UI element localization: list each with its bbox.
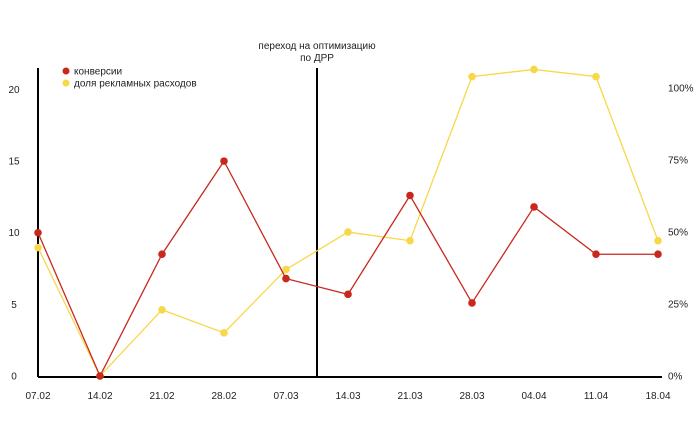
data-point-conversions bbox=[406, 191, 414, 200]
x-tick-label: 28.02 bbox=[211, 391, 236, 402]
data-point-ad-share bbox=[468, 72, 476, 81]
data-point-conversions bbox=[220, 157, 228, 165]
right-tick-label: 100% bbox=[668, 84, 694, 95]
x-tick-label: 04.04 bbox=[521, 391, 546, 402]
data-point-ad-share bbox=[530, 65, 538, 74]
data-point-conversions bbox=[96, 372, 104, 380]
left-tick-label: 5 bbox=[11, 300, 17, 311]
x-tick-label: 07.02 bbox=[25, 391, 50, 402]
legend-label-ad-share: доля рекламных расходов bbox=[74, 79, 197, 90]
data-point-conversions bbox=[34, 228, 42, 237]
legend: конверсии доля рекламных расходов bbox=[62, 67, 197, 90]
right-tick-label: 75% bbox=[668, 156, 688, 167]
data-point-conversions bbox=[344, 290, 352, 299]
data-point-conversions bbox=[468, 299, 476, 307]
data-point-conversions bbox=[592, 250, 600, 259]
annotation-line1: переход на оптимизацию bbox=[258, 41, 376, 52]
data-point-ad-share bbox=[282, 265, 290, 274]
x-tick-label: 21.03 bbox=[397, 391, 422, 402]
right-tick-label: 50% bbox=[668, 228, 688, 239]
right-tick-label: 0% bbox=[668, 372, 683, 383]
x-tick-label: 14.02 bbox=[87, 391, 112, 402]
data-point-ad-share bbox=[654, 236, 662, 245]
data-point-ad-share bbox=[406, 236, 414, 245]
data-point-ad-share bbox=[220, 329, 228, 337]
x-tick-label: 11.04 bbox=[584, 391, 609, 402]
data-point-ad-share bbox=[34, 243, 42, 252]
x-tick-label: 28.03 bbox=[459, 391, 484, 402]
x-tick-label: 07.03 bbox=[273, 391, 298, 402]
left-tick-label: 15 bbox=[8, 157, 20, 168]
annotation: переход на оптимизацию по ДРР bbox=[258, 41, 376, 64]
data-point-conversions bbox=[530, 203, 538, 211]
legend-marker-ad-share bbox=[62, 79, 70, 87]
x-tick-label: 21.02 bbox=[149, 391, 174, 402]
legend-label-conversions: конверсии bbox=[74, 67, 122, 78]
data-point-ad-share bbox=[344, 228, 352, 236]
right-tick-label: 25% bbox=[668, 300, 688, 311]
left-tick-label: 20 bbox=[8, 85, 20, 96]
x-tick-label: 18.04 bbox=[645, 391, 670, 402]
data-point-ad-share bbox=[158, 305, 166, 314]
left-tick-label: 0 bbox=[11, 372, 17, 383]
series-line-ad-share bbox=[37, 68, 659, 378]
data-point-conversions bbox=[654, 250, 662, 259]
annotation-line2: по ДРР bbox=[300, 53, 334, 64]
data-point-ad-share bbox=[592, 72, 600, 81]
x-tick-label: 14.03 bbox=[335, 391, 360, 402]
left-tick-label: 10 bbox=[8, 228, 20, 239]
data-point-conversions bbox=[282, 274, 290, 283]
data-point-conversions bbox=[158, 250, 166, 259]
legend-marker-conversions bbox=[62, 67, 70, 75]
